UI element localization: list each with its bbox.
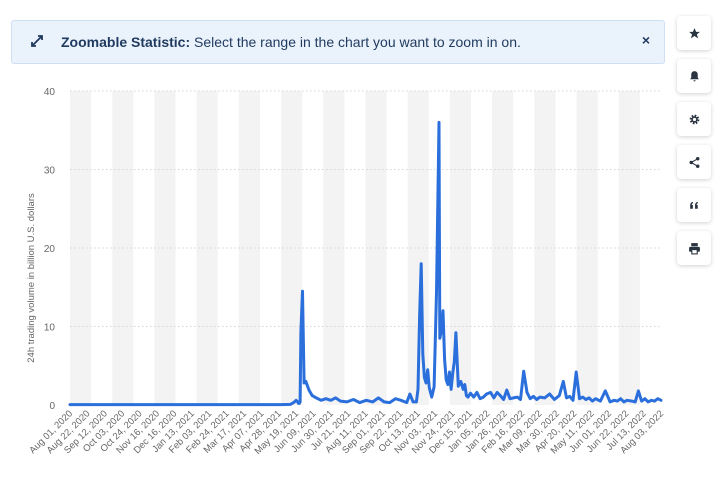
cite-button[interactable] bbox=[677, 188, 711, 222]
y-tick-label: 20 bbox=[44, 244, 56, 255]
banner-description: Select the range in the chart you want t… bbox=[190, 34, 521, 50]
banner-text: Zoomable Statistic: Select the range in … bbox=[61, 34, 521, 50]
banner-title: Zoomable Statistic: bbox=[61, 34, 191, 50]
series-line bbox=[68, 120, 663, 407]
share-icon bbox=[689, 156, 699, 168]
expand-arrows-icon bbox=[31, 35, 43, 47]
y-axis-label: 24h trading volume in billion U.S. dolla… bbox=[26, 193, 37, 363]
series-polyline bbox=[68, 120, 663, 407]
chart-gridlines bbox=[70, 90, 661, 327]
chart-band bbox=[618, 91, 640, 405]
y-tick-label: 30 bbox=[44, 166, 56, 177]
y-tick-label: 40 bbox=[44, 87, 56, 98]
print-icon bbox=[688, 242, 700, 254]
settings-button[interactable] bbox=[677, 102, 711, 136]
chart-band bbox=[534, 91, 556, 405]
close-icon[interactable]: × bbox=[641, 32, 650, 48]
print-button[interactable] bbox=[677, 231, 711, 265]
y-tick-label: 10 bbox=[44, 323, 56, 334]
y-tick-label: 0 bbox=[49, 401, 55, 412]
bell-icon bbox=[689, 70, 699, 81]
y-axis-ticks: 0 10 20 30 40 bbox=[44, 87, 56, 412]
favorite-button[interactable] bbox=[677, 16, 711, 50]
notification-button[interactable] bbox=[677, 59, 711, 93]
chart-band bbox=[70, 91, 92, 405]
star-icon bbox=[688, 27, 700, 38]
zoomable-statistic-banner: Zoomable Statistic: Select the range in … bbox=[11, 20, 665, 64]
gear-icon bbox=[689, 114, 699, 124]
share-button[interactable] bbox=[677, 145, 711, 179]
chart-band bbox=[154, 91, 176, 405]
quote-icon bbox=[689, 201, 698, 209]
